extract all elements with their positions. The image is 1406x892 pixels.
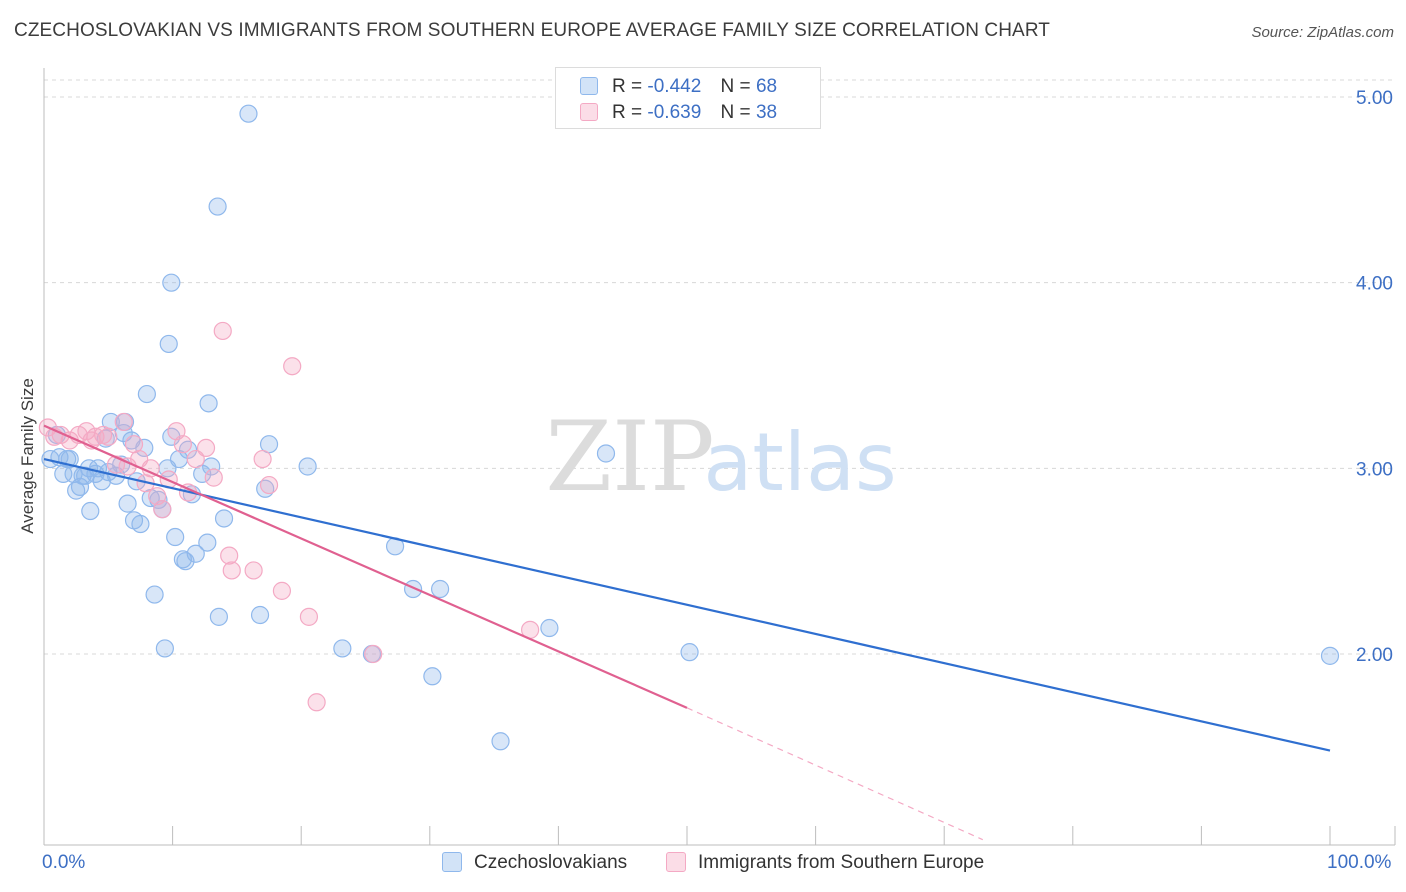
trend-line-southern-europe [43, 424, 688, 709]
point-southern-europe [272, 581, 292, 600]
point-southern-europe [173, 435, 192, 454]
legend-n-label: N = [720, 76, 751, 97]
legend-swatch-southern-europe [580, 103, 598, 121]
point-czechoslovakians [596, 444, 616, 463]
point-czechoslovakians [202, 457, 221, 476]
point-southern-europe [364, 644, 383, 664]
point-czechoslovakians [162, 273, 181, 292]
point-southern-europe [196, 438, 216, 458]
point-czechoslovakians [298, 457, 317, 476]
bottom-legend-swatch-southern-europe [666, 852, 686, 872]
watermark-zip: ZIP [545, 401, 714, 513]
chart-title: CZECHOSLOVAKIAN VS IMMIGRANTS FROM SOUTH… [14, 20, 1051, 41]
legend-row-southern-europe: R = -0.639 N = 38 [580, 102, 777, 126]
point-czechoslovakians [135, 438, 154, 458]
point-czechoslovakians [333, 639, 352, 658]
point-czechoslovakians [131, 514, 150, 534]
bottom-legend-czechoslovakians: Czechoslovakians [442, 852, 627, 874]
point-southern-europe [204, 468, 223, 487]
point-southern-europe [186, 449, 205, 469]
point-czechoslovakians [239, 104, 258, 123]
y-tick-labels: 2.00 3.00 4.00 5.00 [1356, 88, 1393, 666]
point-czechoslovakians [70, 477, 90, 496]
point-southern-europe [253, 449, 272, 469]
point-southern-europe [153, 500, 172, 519]
point-czechoslovakians [540, 618, 559, 638]
point-southern-europe [244, 561, 263, 580]
point-southern-europe [299, 607, 319, 626]
legend-swatch-czechoslovakians [580, 77, 598, 95]
y-tick-label: 2.00 [1356, 645, 1393, 666]
point-czechoslovakians [214, 509, 234, 528]
x-axis-max-label: 100.0% [1327, 852, 1392, 873]
point-czechoslovakians [423, 667, 442, 686]
trend-lines [43, 424, 1331, 841]
point-czechoslovakians [118, 494, 137, 513]
point-southern-europe [307, 693, 326, 712]
point-czechoslovakians [208, 197, 227, 216]
watermark-atlas: atlas [703, 416, 896, 509]
legend-r-label: R = [612, 102, 643, 123]
point-southern-europe [222, 561, 241, 580]
legend-r-value: -0.442 [647, 76, 702, 97]
point-czechoslovakians [198, 533, 217, 552]
bottom-legend-label: Immigrants from Southern Europe [698, 852, 985, 873]
point-czechoslovakians [680, 643, 699, 662]
data-points [38, 104, 1340, 751]
bottom-legend-southern-europe: Immigrants from Southern Europe [666, 852, 984, 874]
point-czechoslovakians [430, 579, 450, 599]
point-czechoslovakians [176, 552, 195, 571]
legend-n-value: 68 [755, 76, 778, 97]
legend-r-value: -0.639 [647, 102, 702, 123]
point-southern-europe [114, 412, 133, 432]
legend-r-label: R = [612, 76, 643, 97]
point-czechoslovakians [155, 639, 174, 658]
point-czechoslovakians [491, 732, 510, 751]
bottom-legend-label: Czechoslovakians [474, 852, 628, 873]
x-axis-min-label: 0.0% [42, 852, 86, 873]
point-southern-europe [220, 546, 239, 565]
point-southern-europe [259, 475, 279, 495]
point-czechoslovakians [137, 384, 156, 404]
point-czechoslovakians [166, 527, 185, 547]
point-czechoslovakians [159, 334, 178, 354]
point-czechoslovakians [199, 394, 218, 413]
point-southern-europe [213, 321, 232, 341]
y-tick-label: 4.00 [1356, 274, 1393, 295]
point-czechoslovakians [250, 605, 270, 625]
trend-line-southern-europe-extrapolated [686, 707, 984, 841]
trend-line-czechoslovakians [43, 457, 1331, 752]
point-czechoslovakians [145, 585, 164, 604]
point-czechoslovakians [81, 501, 100, 521]
point-czechoslovakians [178, 440, 198, 459]
watermark: ZIP atlas [545, 401, 896, 513]
source-label: Source: ZipAtlas.com [1251, 24, 1394, 41]
legend-row-czechoslovakians: R = -0.442 N = 68 [580, 76, 777, 100]
legend-n-value: 38 [755, 102, 778, 123]
point-czechoslovakians [209, 607, 228, 626]
point-czechoslovakians [1320, 646, 1340, 665]
y-tick-label: 3.00 [1356, 459, 1393, 480]
point-czechoslovakians [186, 544, 205, 563]
y-tick-label: 5.00 [1356, 88, 1393, 109]
point-southern-europe [99, 427, 118, 446]
legend-n-label: N = [720, 102, 751, 123]
legend: R = -0.442 N = 68 R = -0.639 N = 38 [555, 67, 821, 129]
bottom-legend-swatch-czechoslovakians [442, 852, 462, 872]
point-southern-europe [283, 357, 302, 376]
axes [43, 68, 1396, 846]
point-czechoslovakians [403, 579, 423, 599]
